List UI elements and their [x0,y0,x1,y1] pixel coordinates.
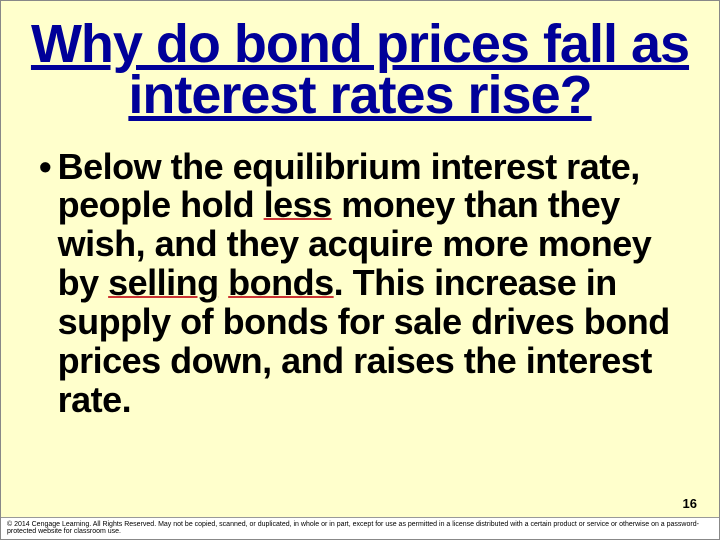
bullet-text: Below the equilibrium interest rate, peo… [58,148,681,420]
slide-title: Why do bond prices fall as interest rate… [1,1,719,132]
copyright-footer: © 2014 Cengage Learning. All Rights Rese… [1,517,719,539]
emphasis-bonds: bonds [228,262,333,303]
page-number: 16 [683,496,697,511]
slide: Why do bond prices fall as interest rate… [0,0,720,540]
emphasis-less: less [264,184,332,225]
bullet-item: • Below the equilibrium interest rate, p… [1,132,719,420]
body-text-mid2 [219,262,229,303]
emphasis-selling: selling [108,262,219,303]
bullet-marker: • [39,148,52,420]
